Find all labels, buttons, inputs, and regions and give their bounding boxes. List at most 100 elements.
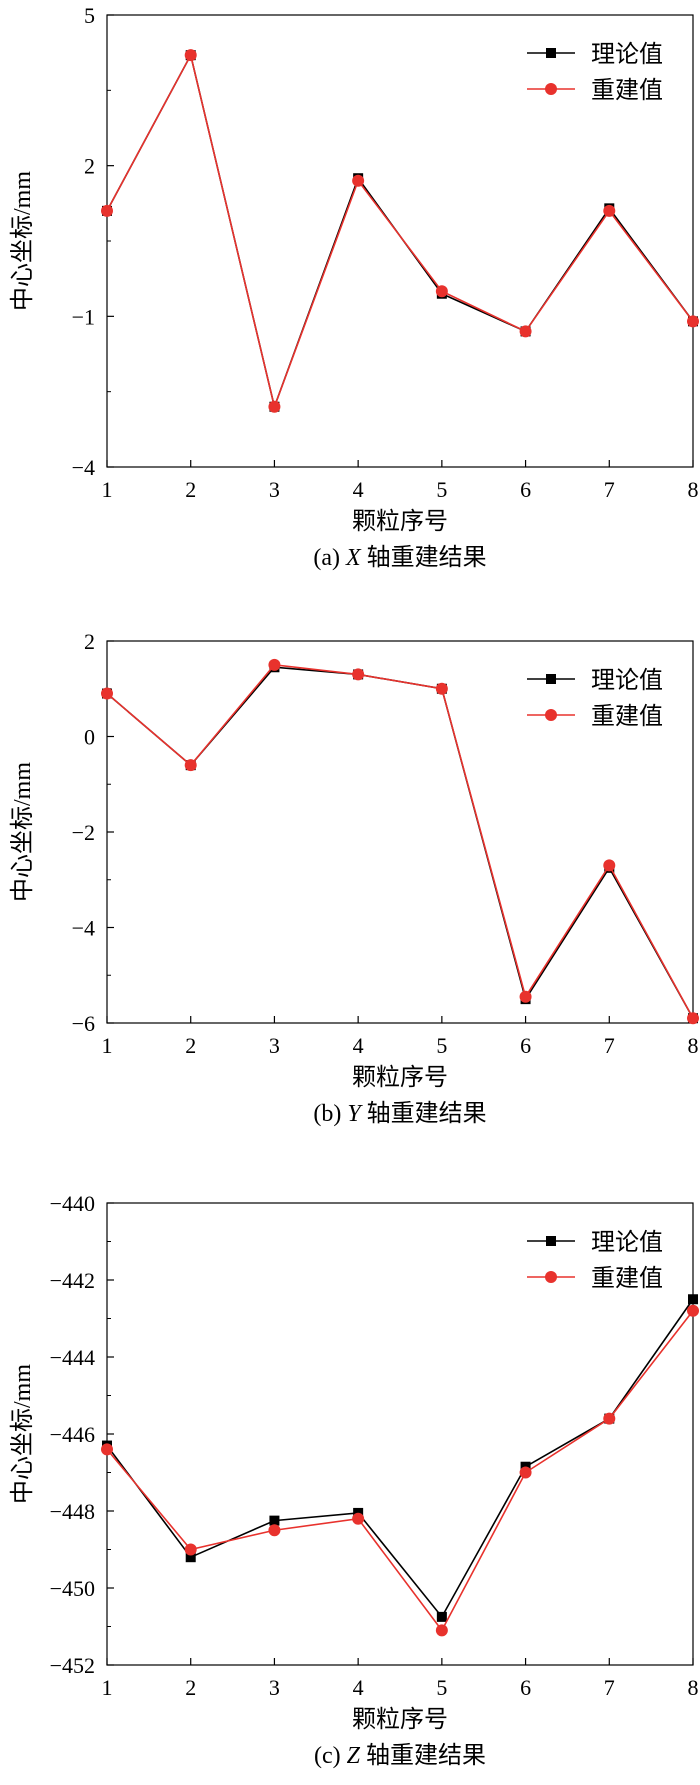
x-tick-label: 7 <box>604 477 615 502</box>
y-tick-label: −446 <box>50 1422 95 1447</box>
x-tick-label: 6 <box>520 1675 531 1700</box>
caption-axis: Z <box>347 1743 361 1769</box>
series-line <box>106 664 694 1019</box>
x-tick-label: 1 <box>102 477 113 502</box>
legend-label: 理论值 <box>591 1229 663 1256</box>
data-point-circle <box>352 174 365 187</box>
x-tick-label: 6 <box>520 1033 531 1058</box>
panel-caption: (a) X 轴重建结果 <box>313 544 486 571</box>
legend-label: 理论值 <box>591 667 663 694</box>
data-point-circle <box>435 1624 448 1637</box>
data-point-circle <box>519 990 532 1003</box>
data-point-circle <box>687 315 699 328</box>
caption-suffix: 轴重建结果 <box>360 1742 486 1769</box>
legend-label: 重建值 <box>591 703 663 730</box>
data-point-circle <box>352 668 365 681</box>
data-point-circle <box>101 687 113 700</box>
legend-marker-circle <box>545 709 557 721</box>
data-point-circle <box>603 859 616 872</box>
data-point-circle <box>519 325 532 338</box>
x-tick-label: 8 <box>688 1033 699 1058</box>
x-tick-label: 6 <box>520 477 531 502</box>
y-tick-label: −2 <box>72 820 95 845</box>
y-tick-label: 0 <box>84 725 95 750</box>
data-point-circle <box>268 1524 281 1537</box>
caption-prefix: (b) <box>313 1101 347 1127</box>
chart-panel-2: 1 2 3 4 5 6 7 8 2 0 −2 −4 −6 颗粒序号 中心坐标/mm (b) Y 轴重建结果 理论… <box>9 629 699 1127</box>
legend-label: 理论值 <box>591 41 663 68</box>
y-tick-label: 2 <box>84 629 95 654</box>
series-reconstructed <box>101 49 699 413</box>
x-tick-label: 2 <box>185 1033 196 1058</box>
chart-panel-1: 1 2 3 4 5 6 7 8 5 2 −1 −4 颗粒序号 中心坐标/mm (a) X 轴重建结果 理论值重… <box>9 3 699 571</box>
legend-marker-circle <box>545 1271 557 1283</box>
x-tick-label: 8 <box>688 1675 699 1700</box>
x-tick-label: 2 <box>185 1675 196 1700</box>
data-point-circle <box>184 49 197 62</box>
series-reconstructed <box>101 658 699 1025</box>
data-point-square <box>688 1294 698 1305</box>
y-tick-label: −6 <box>72 1011 95 1036</box>
data-point-circle <box>519 1466 532 1479</box>
data-point-square <box>436 1611 447 1622</box>
data-point-circle <box>268 400 281 413</box>
chart-panel-3: 1 2 3 4 5 6 7 8 −440 −442 −444 −446 −448 −450 −452 颗粒序号… <box>9 1191 699 1769</box>
y-tick-label: −452 <box>50 1653 95 1678</box>
data-point-circle <box>435 682 448 695</box>
y-tick-label: −450 <box>50 1576 95 1601</box>
x-tick-label: 1 <box>102 1033 113 1058</box>
series-reconstructed <box>101 1304 699 1637</box>
panel-caption: (b) Y 轴重建结果 <box>313 1100 486 1127</box>
y-tick-label: −4 <box>72 455 95 480</box>
x-tick-label: 7 <box>604 1033 615 1058</box>
x-tick-label: 5 <box>436 1675 447 1700</box>
series-line <box>106 1298 694 1619</box>
y-axis-label: 中心坐标/mm <box>9 1364 36 1504</box>
caption-prefix: (a) <box>313 545 346 571</box>
data-point-circle <box>184 1543 197 1556</box>
x-tick-label: 3 <box>269 1033 280 1058</box>
x-tick-label: 7 <box>604 1675 615 1700</box>
x-tick-label: 1 <box>102 1675 113 1700</box>
caption-axis: X <box>345 545 362 571</box>
legend-marker-circle <box>545 83 557 95</box>
data-point-circle <box>603 1412 616 1425</box>
series-line <box>106 52 694 410</box>
x-tick-label: 2 <box>185 477 196 502</box>
series-line <box>106 52 694 410</box>
y-tick-label: 2 <box>84 154 95 179</box>
data-point-circle <box>687 1012 699 1025</box>
data-point-circle <box>101 204 113 217</box>
caption-prefix: (c) <box>314 1743 347 1769</box>
legend-marker-square <box>546 674 556 684</box>
data-point-circle <box>352 1512 365 1525</box>
data-point-circle <box>435 285 448 298</box>
x-tick-label: 4 <box>353 1675 364 1700</box>
series-theoretical <box>102 50 698 412</box>
series-theoretical <box>102 1294 698 1622</box>
x-tick-label: 4 <box>353 477 364 502</box>
panel-caption: (c) Z 轴重建结果 <box>314 1742 486 1769</box>
y-tick-label: −4 <box>72 916 95 941</box>
data-point-circle <box>101 1443 113 1456</box>
y-tick-label: −448 <box>50 1499 95 1524</box>
data-point-square <box>185 1552 196 1563</box>
y-tick-label: −440 <box>50 1191 95 1216</box>
y-axis-label: 中心坐标/mm <box>9 762 36 902</box>
legend-label: 重建值 <box>591 1265 663 1292</box>
x-tick-label: 3 <box>269 477 280 502</box>
data-point-circle <box>603 204 616 217</box>
caption-suffix: 轴重建结果 <box>361 1100 487 1127</box>
y-axis-label: 中心坐标/mm <box>9 171 36 311</box>
data-point-circle <box>184 759 197 772</box>
x-axis-label: 颗粒序号 <box>352 1706 448 1733</box>
x-axis-label: 颗粒序号 <box>352 1064 448 1091</box>
x-tick-label: 5 <box>436 477 447 502</box>
data-point-circle <box>687 1304 699 1317</box>
caption-suffix: 轴重建结果 <box>361 544 487 571</box>
y-tick-label: 5 <box>84 3 95 28</box>
x-axis-label: 颗粒序号 <box>352 508 448 535</box>
